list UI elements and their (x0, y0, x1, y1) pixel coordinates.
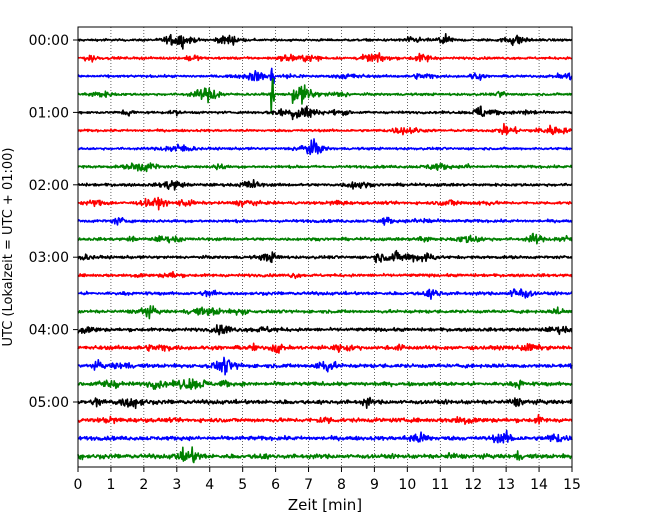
trace-0500 (77, 396, 573, 410)
trace-0400 (77, 324, 573, 336)
x-tick-label-1: 1 (106, 477, 115, 493)
x-tick-label-12: 12 (464, 477, 482, 493)
y-axis-label: UTC (Lokalzeit = UTC + 01:00) (1, 148, 16, 347)
trace-0545 (77, 446, 573, 464)
trace-0300 (77, 249, 573, 264)
trace-0530 (77, 429, 573, 444)
trace-0445 (77, 378, 573, 391)
x-tick-label-10: 10 (398, 477, 416, 493)
trace-0345 (77, 305, 573, 320)
y-axis-ticks: 00:00 01:00 02:00 03:00 04:00 05:00 (29, 33, 78, 411)
x-tick-label-4: 4 (205, 477, 214, 493)
y-tick-label-3: 03:00 (29, 250, 69, 266)
trace-0230 (77, 216, 573, 226)
x-tick-label-0: 0 (74, 477, 83, 493)
y-tick-label-1: 01:00 (29, 105, 69, 121)
trace-0115 (77, 122, 573, 136)
x-tick-label-6: 6 (271, 477, 280, 493)
trace-0000 (77, 33, 573, 50)
plot-background (78, 27, 572, 467)
trace-0415 (77, 342, 573, 354)
trace-0515 (77, 413, 573, 426)
plot-frame (77, 26, 573, 468)
trace-0200 (77, 178, 573, 191)
trace-0330 (77, 288, 573, 300)
trace-0430 (77, 356, 573, 376)
x-tick-label-5: 5 (238, 477, 247, 493)
x-tick-label-8: 8 (337, 477, 346, 493)
x-tick-label-14: 14 (530, 477, 548, 493)
vertical-grid (110, 27, 540, 467)
trace-0030 (77, 67, 573, 85)
trace-0015 (77, 52, 573, 63)
x-tick-label-11: 11 (431, 477, 449, 493)
y-tick-label-2: 02:00 (29, 178, 69, 194)
trace-0045 (77, 78, 573, 115)
x-tick-label-2: 2 (139, 477, 148, 493)
trace-0145 (77, 162, 573, 173)
x-tick-label-13: 13 (497, 477, 515, 493)
x-axis-ticks: 0 1 2 3 4 5 6 7 8 9 10 11 12 13 14 15 (74, 467, 581, 493)
x-axis-label: Zeit [min] (288, 496, 362, 514)
trace-0130 (77, 138, 573, 156)
trace-0215 (77, 196, 573, 211)
y-tick-label-5: 05:00 (29, 395, 69, 411)
trace-0245 (77, 232, 573, 245)
x-tick-label-7: 7 (304, 477, 313, 493)
y-tick-label-0: 00:00 (29, 33, 69, 49)
seismic-traces (77, 33, 573, 464)
x-tick-label-9: 9 (370, 477, 379, 493)
trace-0315 (77, 270, 573, 280)
trace-0100 (77, 105, 573, 121)
x-tick-label-3: 3 (172, 477, 181, 493)
y-tick-label-4: 04:00 (29, 323, 69, 339)
x-tick-label-15: 15 (563, 477, 581, 493)
